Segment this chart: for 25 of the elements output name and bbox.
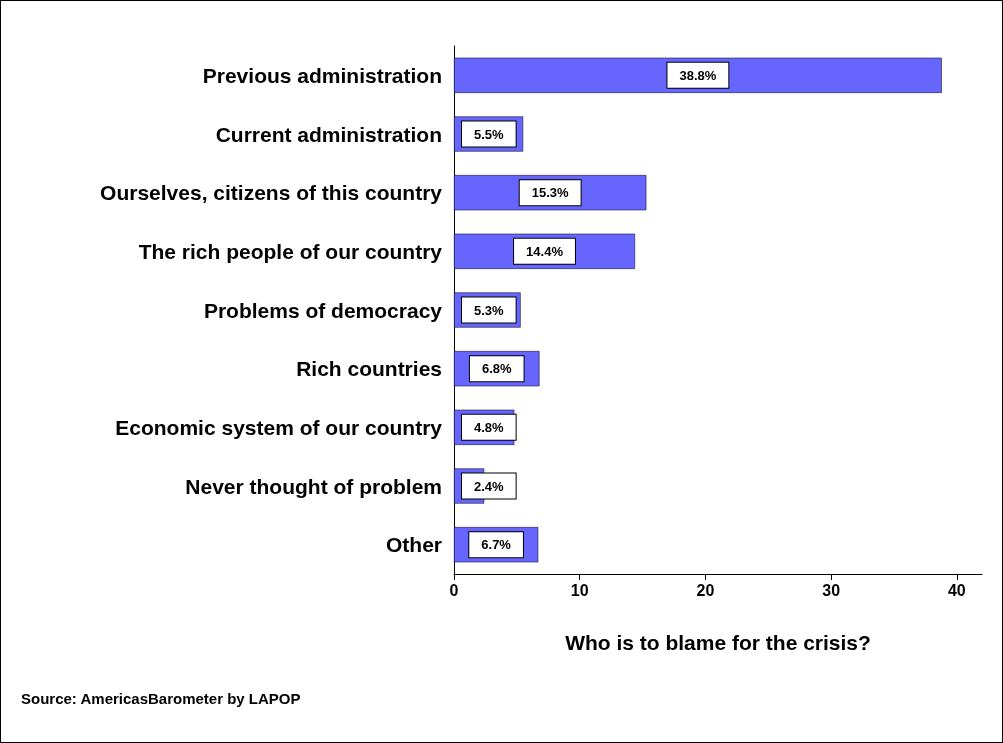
data-label: 5.5% [474,126,505,142]
y-tick-label: Never thought of problem [185,474,442,498]
y-tick-label: The rich people of our country [138,239,443,263]
x-tick-label: 40 [947,581,966,599]
data-label: 15.3% [531,185,570,201]
data-label: 6.8% [481,361,512,377]
x-axis-title: Who is to blame for the crisis? [565,631,871,654]
y-tick-label: Rich countries [296,357,442,381]
x-tick-label: 0 [449,581,459,599]
data-label: 4.8% [474,419,505,435]
x-tick-label: 30 [822,581,841,599]
x-tick-label: 20 [696,581,715,599]
y-tick-label: Problems of democracy [203,298,443,322]
x-tick-label: 10 [570,581,589,599]
data-label: 2.4% [474,478,505,494]
y-tick-label: Economic system of our country [115,415,443,439]
source-note: Source: AmericasBarometer by LAPOP [21,690,301,707]
y-tick-label: Current administration [215,122,442,146]
data-label: 6.7% [481,537,512,553]
data-label: 14.4% [526,243,564,259]
data-label: 5.3% [474,302,505,318]
data-label: 38.8% [679,67,717,83]
y-tick-label: Ourselves, citizens of this country [100,181,443,205]
y-tick-label: Other [385,533,442,557]
y-tick-label: Previous administration [202,63,442,87]
